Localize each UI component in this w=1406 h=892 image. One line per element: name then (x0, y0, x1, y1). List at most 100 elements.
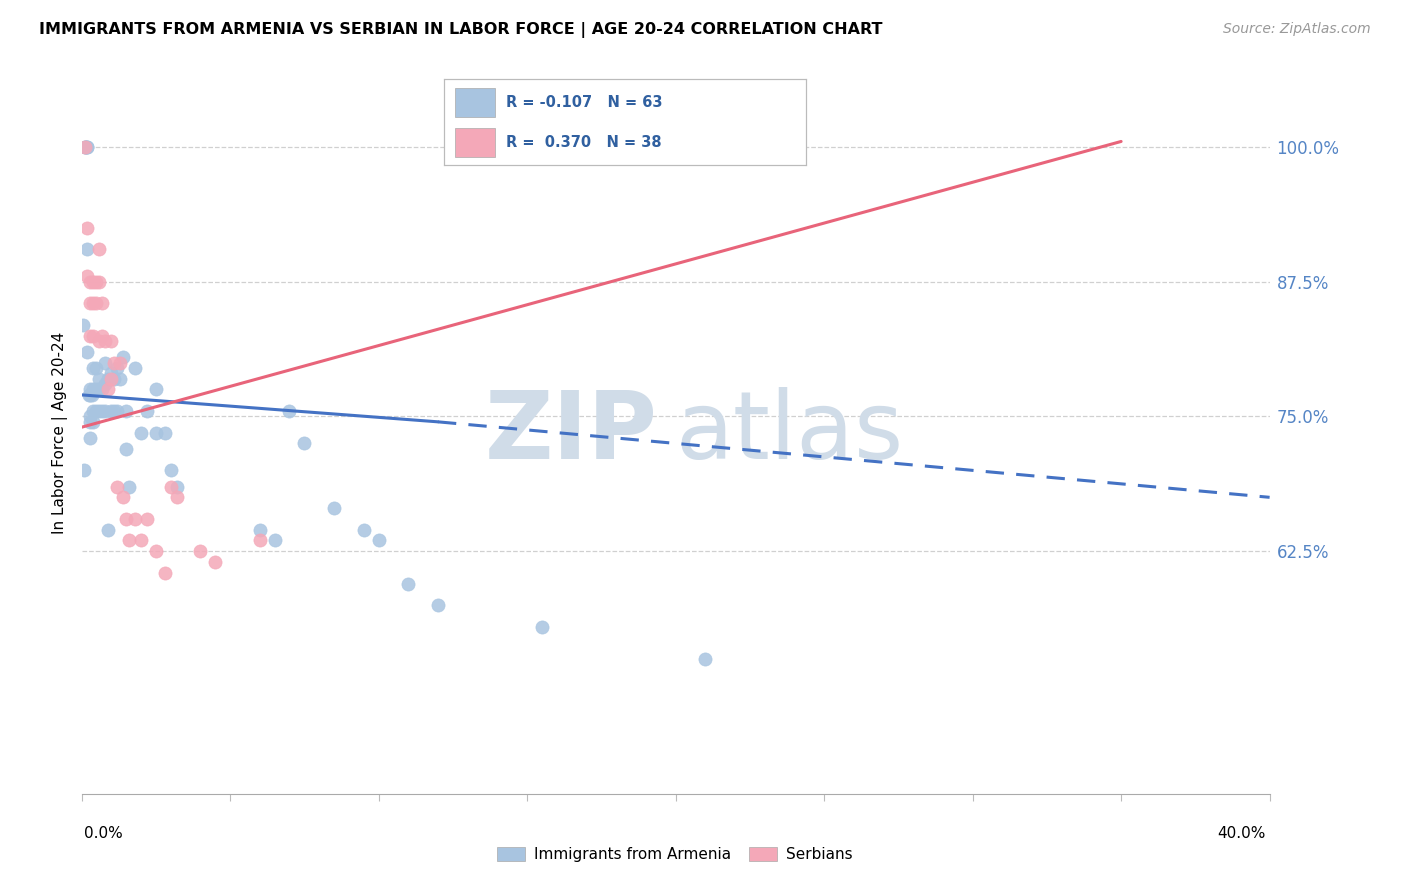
Point (86, 275, 108, 289)
Point (79, 328, 101, 343)
Point (100, 404, 122, 418)
Point (188, 544, 211, 558)
Point (79, 388, 101, 402)
Point (115, 442, 138, 456)
Point (91, 383, 114, 397)
Point (135, 512, 157, 526)
Point (89, 404, 111, 418)
Point (82, 275, 104, 289)
Point (108, 372, 131, 386)
Point (94, 404, 117, 418)
Point (145, 544, 167, 558)
Text: 0.0%: 0.0% (84, 827, 124, 841)
Point (118, 533, 141, 548)
Point (166, 491, 188, 505)
Point (103, 355, 125, 369)
Legend: Immigrants from Armenia, Serbians: Immigrants from Armenia, Serbians (491, 840, 859, 868)
Point (76, 220, 98, 235)
Point (94, 377, 117, 392)
Point (76, 140, 98, 154)
Point (82, 360, 104, 375)
Point (103, 372, 125, 386)
Point (115, 512, 138, 526)
Point (426, 598, 449, 612)
Text: IMMIGRANTS FROM ARMENIA VS SERBIAN IN LABOR FORCE | AGE 20-24 CORRELATION CHART: IMMIGRANTS FROM ARMENIA VS SERBIAN IN LA… (39, 22, 883, 38)
Point (91, 296, 114, 310)
Point (353, 523, 375, 537)
Point (76, 140, 98, 154)
Point (108, 355, 131, 369)
Point (82, 296, 104, 310)
Point (249, 523, 271, 537)
Point (77, 388, 100, 402)
Y-axis label: In Labor Force | Age 20-24: In Labor Force | Age 20-24 (52, 332, 67, 533)
Point (73, 140, 96, 154)
Text: ZIP: ZIP (485, 386, 658, 479)
Text: atlas: atlas (675, 386, 904, 479)
Point (73, 140, 96, 154)
Point (89, 334, 111, 348)
Point (86, 404, 108, 418)
Point (100, 334, 122, 348)
Point (204, 555, 226, 569)
Point (115, 404, 138, 418)
Point (129, 533, 152, 548)
Point (79, 383, 101, 397)
Point (79, 275, 101, 289)
Point (105, 360, 128, 375)
Point (97, 523, 120, 537)
Point (159, 463, 181, 477)
Point (89, 242, 111, 256)
Point (79, 431, 101, 445)
Point (153, 566, 176, 580)
Point (89, 372, 111, 386)
Point (124, 512, 146, 526)
Point (129, 425, 152, 440)
Point (396, 576, 419, 591)
Point (159, 479, 181, 493)
Point (80, 388, 103, 402)
Point (292, 436, 315, 450)
Point (263, 533, 285, 548)
Point (82, 415, 104, 429)
Point (91, 328, 114, 343)
Point (118, 479, 141, 493)
Point (73, 463, 96, 477)
Point (72, 318, 94, 332)
Point (94, 334, 117, 348)
Point (82, 404, 104, 418)
Point (105, 404, 128, 418)
Point (124, 360, 146, 375)
Point (278, 404, 301, 418)
Point (73, 140, 96, 154)
Point (249, 533, 271, 548)
Point (89, 383, 111, 397)
Point (97, 383, 120, 397)
Point (367, 533, 389, 548)
Point (103, 404, 125, 418)
Point (145, 383, 167, 397)
Point (89, 275, 111, 289)
Point (94, 355, 117, 369)
Point (76, 344, 98, 359)
Point (530, 620, 553, 634)
Point (105, 479, 128, 493)
Point (79, 415, 101, 429)
Point (82, 383, 104, 397)
Point (79, 409, 101, 424)
Point (112, 350, 135, 364)
Text: 40.0%: 40.0% (1218, 827, 1265, 841)
Point (100, 367, 122, 381)
Point (86, 383, 108, 397)
Point (79, 296, 101, 310)
Point (145, 425, 167, 440)
Point (76, 242, 98, 256)
Point (166, 479, 188, 493)
Point (91, 404, 114, 418)
Text: Source: ZipAtlas.com: Source: ZipAtlas.com (1223, 22, 1371, 37)
Point (695, 652, 717, 666)
Point (75, 140, 97, 154)
Point (153, 425, 176, 440)
Point (86, 360, 108, 375)
Point (76, 269, 98, 284)
